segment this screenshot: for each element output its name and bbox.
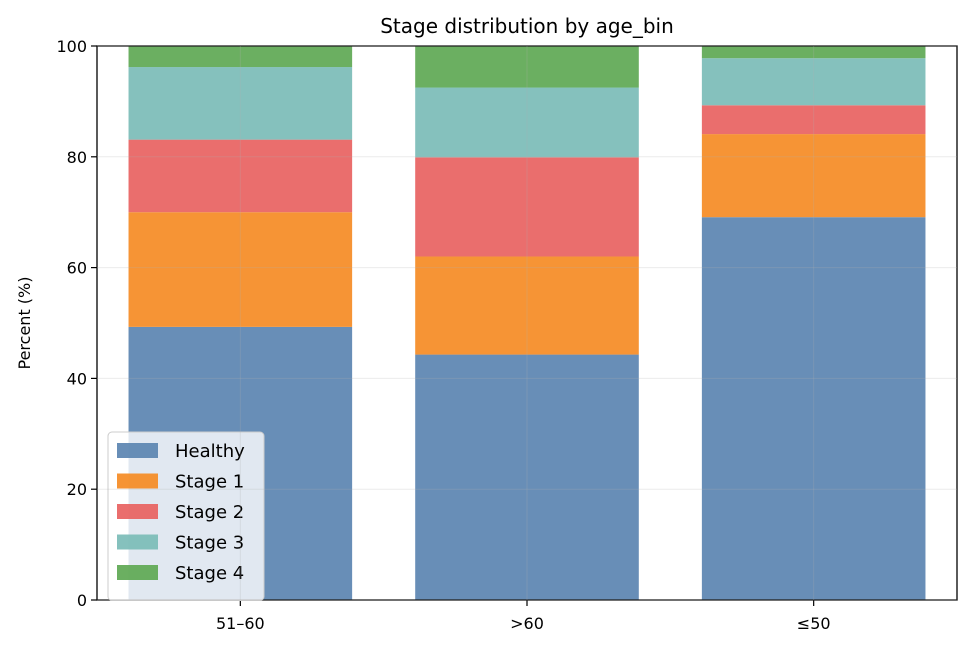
bar-segment [415, 354, 639, 600]
y-axis-title: Percent (%) [15, 277, 34, 370]
x-tick-label: >60 [510, 614, 544, 633]
legend: Healthy Stage 1 Stage 2 Stage 3 Stage 4 [107, 431, 265, 601]
bar-segment [415, 87, 639, 158]
y-tick-label: 0 [77, 591, 87, 610]
legend-label: Healthy [175, 441, 245, 462]
y-tick-label: 80 [67, 148, 87, 167]
bar-segment [128, 67, 353, 140]
y-tick-label: 60 [67, 259, 87, 278]
bars [128, 46, 926, 600]
grid [97, 45, 957, 601]
legend-label: Stage 3 [175, 533, 244, 554]
chart-title: Stage distribution by age_bin [380, 14, 674, 38]
legend-label: Stage 4 [175, 563, 244, 584]
axes: 0 20 40 60 80 100 51–60 >60 ≤50 [56, 37, 958, 633]
legend-swatch [117, 565, 158, 580]
legend-swatch [117, 534, 158, 550]
x-tick-label: ≤50 [797, 614, 831, 633]
bar-segment [701, 105, 926, 135]
legend-label: Stage 1 [175, 472, 244, 493]
bar-segment [415, 46, 639, 88]
legend-label: Stage 2 [175, 502, 244, 523]
legend-swatch [117, 443, 158, 458]
y-tick-label: 40 [67, 369, 87, 388]
bar-segment [701, 134, 926, 218]
bar-segment [701, 46, 926, 59]
bar-segment [415, 157, 639, 257]
bar-segment [415, 256, 639, 355]
y-tick-label: 20 [67, 480, 87, 499]
legend-swatch [117, 504, 158, 519]
x-tick-label: 51–60 [216, 614, 265, 633]
y-tick-label: 100 [56, 37, 87, 56]
bar-segment [128, 46, 353, 68]
bar-segment [128, 139, 353, 213]
bar-segment [701, 58, 926, 106]
legend-swatch [117, 473, 158, 489]
bar-segment [701, 217, 926, 600]
bar-segment [128, 212, 353, 327]
